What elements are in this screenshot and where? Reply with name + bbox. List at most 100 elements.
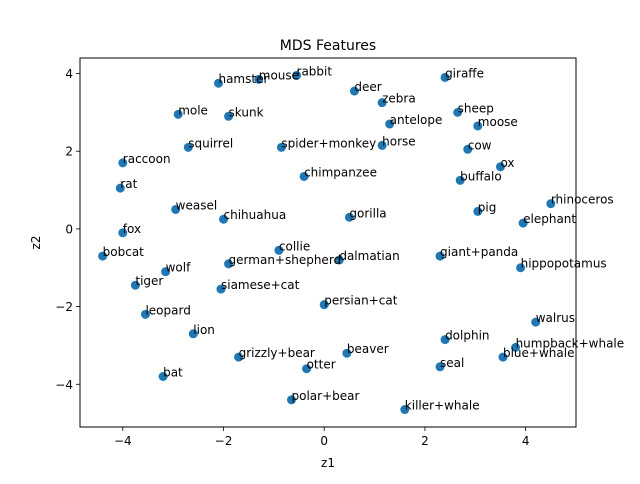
data-points: [98, 70, 556, 415]
point-label: seal: [440, 356, 464, 370]
point-label: moose: [478, 115, 518, 129]
data-point: [377, 140, 387, 150]
data-point: [213, 78, 223, 88]
chart-title: MDS Features: [280, 38, 376, 54]
y-axis-label: z2: [29, 236, 43, 250]
point-label: pig: [478, 200, 497, 214]
point-label: buffalo: [460, 169, 502, 183]
data-point: [158, 372, 168, 382]
point-label: zebra: [382, 92, 416, 106]
data-point: [140, 309, 150, 319]
point-label: antelope: [390, 113, 443, 127]
data-point: [344, 212, 354, 222]
point-label: giraffe: [445, 66, 484, 80]
point-label: weasel: [176, 198, 218, 212]
point-label: dolphin: [445, 329, 489, 343]
point-label: ox: [500, 156, 514, 170]
data-point: [130, 280, 140, 290]
data-point: [98, 251, 108, 261]
point-label: beaver: [347, 342, 389, 356]
data-point: [440, 72, 450, 82]
point-label: bobcat: [103, 245, 145, 259]
data-point: [118, 228, 128, 238]
point-label: leopard: [145, 303, 190, 317]
data-point: [274, 245, 284, 255]
data-point: [319, 300, 329, 310]
data-point: [435, 251, 445, 261]
point-label: bat: [163, 366, 183, 380]
data-point: [276, 142, 286, 152]
axis-ticks: −4 −2 0 2 4 −4 −2 0 2 4: [55, 67, 529, 448]
data-point: [498, 352, 508, 362]
point-label: raccoon: [123, 152, 171, 166]
data-point: [518, 218, 528, 228]
point-label: hamster: [218, 72, 268, 86]
data-point: [188, 329, 198, 339]
plot-frame: [79, 57, 577, 428]
point-label: walrus: [536, 311, 575, 325]
data-point: [115, 183, 125, 193]
data-point: [453, 107, 463, 117]
data-point: [224, 111, 234, 121]
data-point: [302, 364, 312, 374]
point-label: rat: [120, 177, 137, 191]
data-point: [463, 144, 473, 154]
data-point: [349, 86, 359, 96]
data-point: [342, 348, 352, 358]
data-point: [511, 342, 521, 352]
x-tick-label: −4: [114, 434, 132, 448]
point-label: polar+bear: [291, 389, 359, 403]
point-label: killer+whale: [405, 399, 480, 413]
data-point: [216, 284, 226, 294]
y-tick-label: 2: [65, 145, 73, 159]
y-tick-label: −2: [55, 300, 73, 314]
point-label: chihuahua: [224, 208, 287, 222]
point-label: collie: [279, 239, 310, 253]
data-point: [224, 259, 234, 269]
data-point: [455, 175, 465, 185]
point-label: gorilla: [349, 206, 386, 220]
y-tick-label: 0: [65, 222, 73, 236]
data-point: [334, 255, 344, 265]
point-label: sheep: [458, 101, 494, 115]
point-label: rhinoceros: [551, 193, 614, 207]
point-label: chimpanzee: [304, 165, 377, 179]
data-point: [219, 214, 229, 224]
y-tick-label: −4: [55, 378, 73, 392]
point-label: deer: [354, 80, 381, 94]
point-label: siamese+cat: [221, 278, 300, 292]
point-label: cow: [468, 138, 492, 152]
y-tick-label: 4: [65, 67, 73, 81]
data-point: [299, 171, 309, 181]
point-label: horse: [382, 134, 416, 148]
data-point: [286, 395, 296, 405]
point-label: giant+panda: [440, 245, 518, 259]
point-label: lion: [193, 323, 215, 337]
data-point: [473, 121, 483, 131]
data-point: [234, 352, 244, 362]
data-point: [473, 206, 483, 216]
data-point: [118, 158, 128, 168]
x-tick-label: −2: [215, 434, 233, 448]
data-point: [531, 317, 541, 327]
x-tick-label: 2: [421, 434, 429, 448]
point-label: hippopotamus: [521, 257, 607, 271]
data-point: [161, 267, 171, 277]
data-point: [254, 74, 264, 84]
point-label: squirrel: [188, 136, 233, 150]
point-label: rabbit: [297, 64, 333, 78]
point-label: otter: [307, 358, 336, 372]
point-label: elephant: [523, 212, 576, 226]
point-label: grizzly+bear: [239, 346, 315, 360]
data-point: [292, 70, 302, 80]
data-point: [546, 199, 556, 209]
x-tick-label: 0: [320, 434, 328, 448]
point-label: wolf: [166, 261, 191, 275]
data-point: [171, 204, 181, 214]
point-label: skunk: [229, 105, 264, 119]
data-point: [435, 362, 445, 372]
point-label: fox: [123, 222, 141, 236]
